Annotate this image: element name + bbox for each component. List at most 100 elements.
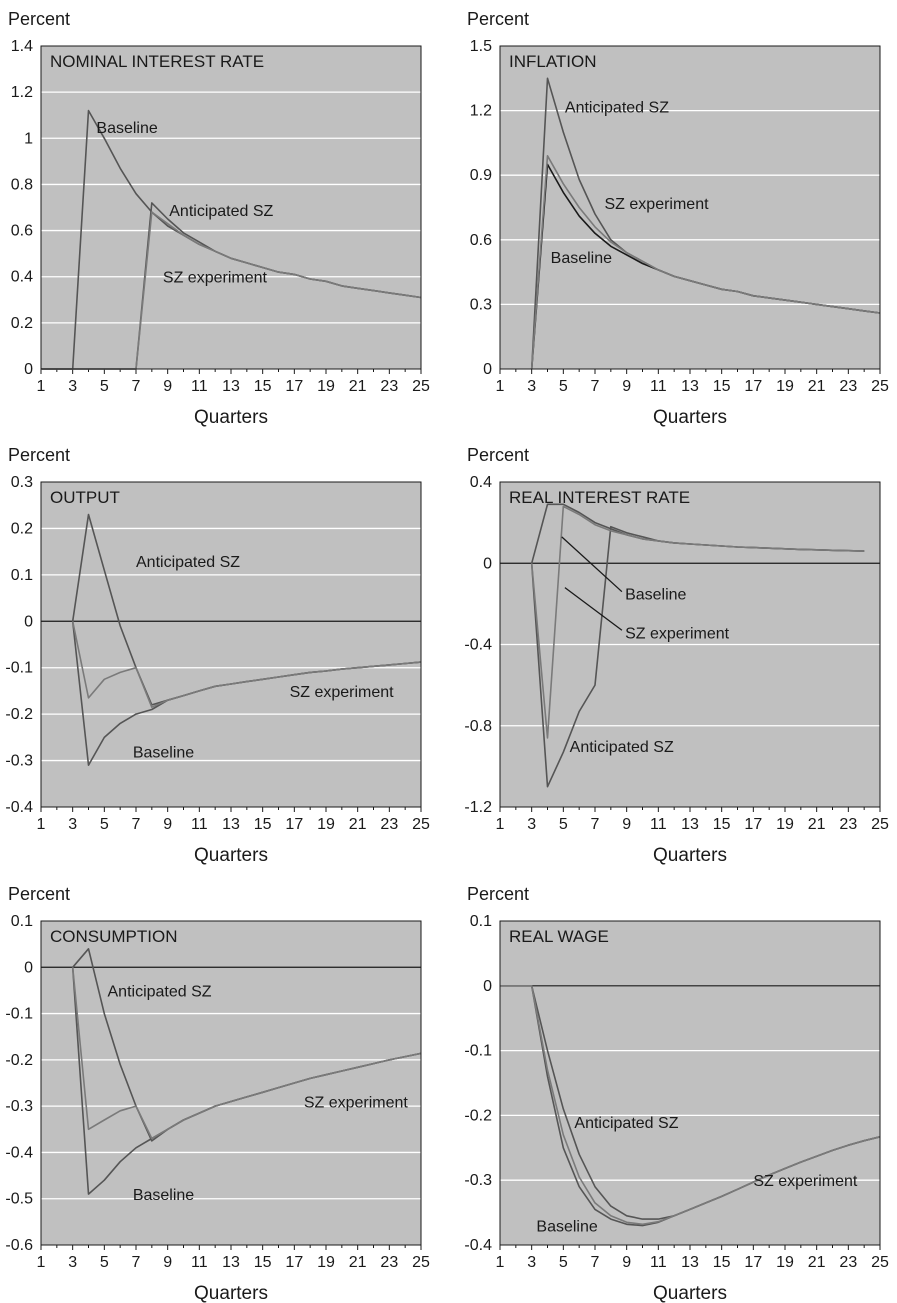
x-tick-label: 1 bbox=[37, 1254, 46, 1271]
y-tick-label: 0.3 bbox=[11, 474, 33, 491]
annotation-label: Baseline bbox=[133, 1187, 194, 1204]
x-tick-label: 3 bbox=[527, 816, 536, 833]
series-line-sz-experiment bbox=[530, 155, 881, 370]
x-tick-label: 19 bbox=[776, 816, 794, 833]
x-tick-label: 9 bbox=[163, 816, 172, 833]
y-tick-label: -0.4 bbox=[464, 637, 492, 654]
baseline-pointer bbox=[561, 536, 623, 593]
chart-title: REAL INTEREST RATE bbox=[509, 488, 690, 507]
y-tick-label: 0 bbox=[24, 959, 33, 976]
plot-area bbox=[500, 46, 880, 369]
y-tick-label: 0.8 bbox=[11, 176, 33, 193]
x-tick-label: 3 bbox=[527, 378, 536, 395]
plot-area bbox=[41, 46, 421, 369]
x-tick-label: 9 bbox=[622, 816, 631, 833]
x-tick-label: 25 bbox=[871, 816, 889, 833]
x-tick-label: 25 bbox=[412, 378, 430, 395]
x-tick-label: 25 bbox=[871, 1254, 889, 1271]
x-tick-label: 3 bbox=[68, 1254, 77, 1271]
x-tick-label: 5 bbox=[559, 816, 568, 833]
x-tick-label: 11 bbox=[650, 816, 667, 833]
y-tick-label: 0 bbox=[483, 978, 492, 995]
plot-frame bbox=[499, 920, 881, 1246]
x-tick-label: 21 bbox=[349, 1254, 367, 1271]
x-tick-label: 7 bbox=[132, 1254, 141, 1271]
x-tick-label: 17 bbox=[285, 1254, 303, 1271]
annotation-label: Baseline bbox=[96, 120, 157, 137]
series-line-sz-experiment bbox=[530, 505, 865, 739]
x-tick-label: 1 bbox=[496, 1254, 505, 1271]
x-tick-label: 21 bbox=[349, 816, 367, 833]
x-tick-label: 11 bbox=[191, 816, 208, 833]
chart-panel-2: -0.4-0.3-0.2-0.100.10.20.31 3 5 7 9 11 13 15 17 1… bbox=[5, 445, 430, 866]
x-tick-label: 3 bbox=[527, 1254, 536, 1271]
x-tick-label: 15 bbox=[713, 1254, 731, 1271]
y-tick-label: -0.5 bbox=[5, 1191, 33, 1208]
annotation-label: Baseline bbox=[551, 250, 612, 267]
y-axis-label: Percent bbox=[467, 884, 529, 904]
y-tick-label: -0.2 bbox=[5, 706, 33, 723]
chart-title: OUTPUT bbox=[50, 488, 120, 507]
plot-area bbox=[41, 921, 421, 1245]
x-tick-label: 17 bbox=[744, 1254, 762, 1271]
x-tick-label: 23 bbox=[839, 816, 857, 833]
x-tick-label: 15 bbox=[713, 816, 731, 833]
x-tick-label: 11 bbox=[650, 1254, 667, 1271]
x-tick-label: 3 bbox=[68, 378, 77, 395]
y-tick-label: -1.2 bbox=[464, 799, 492, 816]
x-tick-label: 17 bbox=[744, 378, 762, 395]
annotation-label: SZ experiment bbox=[625, 625, 730, 642]
y-tick-label: -0.6 bbox=[5, 1237, 33, 1254]
annotation-label: Baseline bbox=[133, 744, 194, 761]
x-tick-label: 23 bbox=[839, 378, 857, 395]
x-tick-label: 19 bbox=[317, 1254, 335, 1271]
chart-title: NOMINAL INTEREST RATE bbox=[50, 52, 264, 71]
y-axis-label: Percent bbox=[467, 445, 529, 465]
x-tick-label: 23 bbox=[839, 1254, 857, 1271]
x-tick-label: 25 bbox=[412, 816, 430, 833]
y-tick-label: 0.4 bbox=[470, 474, 492, 491]
annotation-label: Anticipated SZ bbox=[108, 983, 212, 1000]
annotation-label: SZ experiment bbox=[304, 1095, 409, 1112]
x-axis-label: Quarters bbox=[653, 845, 727, 866]
x-tick-label: 21 bbox=[808, 1254, 826, 1271]
x-tick-label: 7 bbox=[591, 816, 600, 833]
y-tick-label: 1.2 bbox=[470, 103, 492, 120]
chart-panel-4: -0.6-0.5-0.4-0.3-0.2-0.100.11 3 5 7 9 11 13 15 1… bbox=[5, 884, 430, 1303]
x-tick-label: 7 bbox=[591, 1254, 600, 1271]
y-tick-label: -0.8 bbox=[464, 718, 492, 735]
chart-title: REAL WAGE bbox=[509, 927, 609, 946]
y-tick-label: 0.2 bbox=[11, 315, 33, 332]
x-tick-label: 13 bbox=[222, 816, 240, 833]
y-tick-label: 0 bbox=[483, 361, 492, 378]
x-tick-label: 11 bbox=[650, 378, 667, 395]
annotation-label: SZ experiment bbox=[290, 684, 395, 701]
x-tick-label: 23 bbox=[380, 1254, 398, 1271]
chart-panel-0: 00.20.40.60.811.21.41 3 5 7 9 11 13 15 17 19 21 23 2… bbox=[8, 9, 430, 428]
y-tick-label: 0.1 bbox=[11, 913, 33, 930]
y-tick-label: -0.1 bbox=[5, 1006, 33, 1023]
annotation-label: Anticipated SZ bbox=[169, 203, 273, 220]
x-tick-label: 17 bbox=[744, 816, 762, 833]
x-tick-label: 19 bbox=[776, 378, 794, 395]
plot-frame bbox=[40, 481, 422, 808]
plot-area bbox=[41, 482, 421, 807]
y-tick-label: 1.5 bbox=[470, 38, 492, 55]
y-tick-label: 0.9 bbox=[470, 167, 492, 184]
x-tick-label: 1 bbox=[37, 816, 46, 833]
y-tick-label: -0.3 bbox=[464, 1172, 492, 1189]
x-tick-label: 5 bbox=[100, 816, 109, 833]
x-tick-label: 23 bbox=[380, 816, 398, 833]
y-tick-label: -0.3 bbox=[5, 1098, 33, 1115]
plot-frame bbox=[499, 481, 881, 808]
y-tick-label: -0.4 bbox=[464, 1237, 492, 1254]
x-tick-label: 25 bbox=[871, 378, 889, 395]
annotation-label: Anticipated SZ bbox=[136, 554, 240, 571]
chart-title: CONSUMPTION bbox=[50, 927, 178, 946]
y-tick-label: -0.1 bbox=[5, 660, 33, 677]
y-tick-label: 0.3 bbox=[470, 296, 492, 313]
x-tick-label: 21 bbox=[808, 816, 826, 833]
annotation-label: Anticipated SZ bbox=[565, 99, 669, 116]
x-tick-label: 9 bbox=[163, 1254, 172, 1271]
y-tick-label: -0.2 bbox=[464, 1107, 492, 1124]
